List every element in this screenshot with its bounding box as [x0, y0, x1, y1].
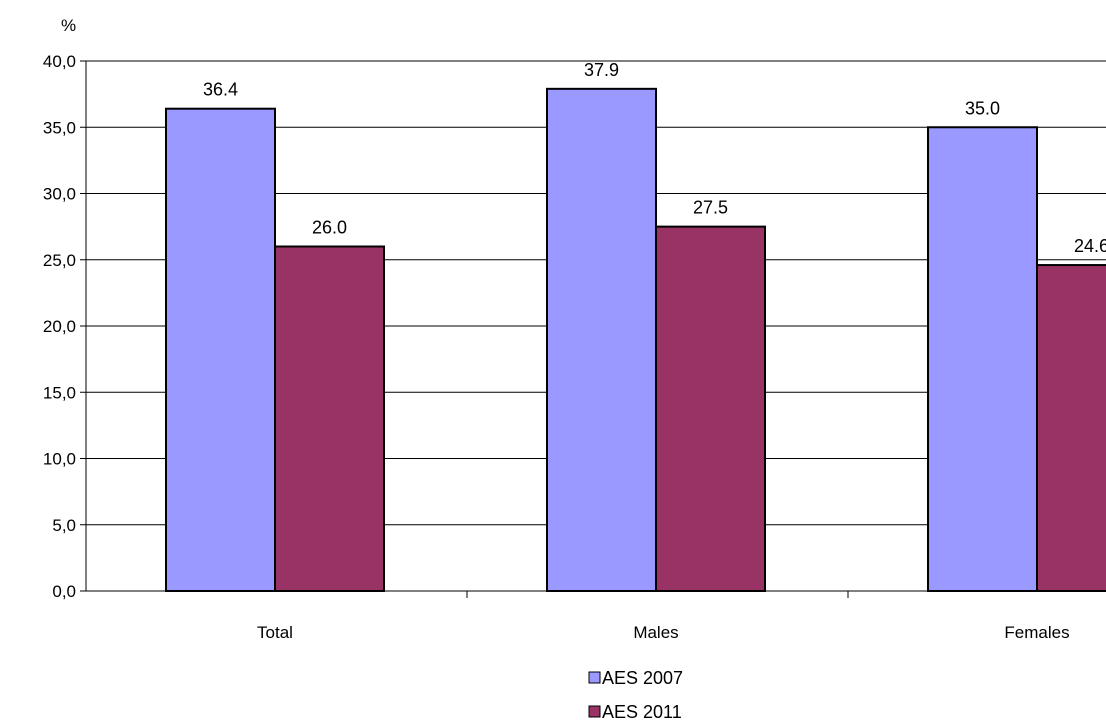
y-tick-label: 0,0 — [52, 582, 76, 601]
legend: AES 2007 AES 2011 — [588, 668, 683, 722]
legend-label: AES 2011 — [602, 702, 682, 722]
y-unit-label: % — [61, 16, 76, 35]
y-tick-label: 40,0 — [43, 52, 76, 71]
bar-aes-2007-total — [165, 107, 276, 592]
bar-aes-2007-males — [546, 87, 657, 592]
data-label: 26.0 — [312, 218, 347, 238]
data-label: 27.5 — [693, 198, 728, 218]
bar-aes-2011-females — [1036, 264, 1106, 592]
bar-aes-2011-total — [274, 245, 385, 592]
legend-swatch — [588, 705, 601, 718]
legend-swatch — [588, 671, 601, 684]
data-label: 36.4 — [203, 80, 238, 100]
y-tick-label: 25,0 — [43, 251, 76, 270]
x-category-label: Females — [1004, 623, 1069, 642]
labels: % 0,0 5,0 10,0 15,0 20,0 25,0 30,0 35,0 40,0 36.4 2… — [43, 16, 1106, 642]
axes — [80, 60, 1106, 598]
data-label: 37.9 — [584, 60, 619, 80]
y-tick-label: 35,0 — [43, 118, 76, 137]
y-tick-label: 20,0 — [43, 317, 76, 336]
bar-aes-2011-males — [655, 225, 766, 592]
x-category-label: Total — [257, 623, 293, 642]
bar-aes-2007-females — [927, 126, 1038, 592]
data-label: 35.0 — [965, 98, 1000, 118]
y-tick-label: 5,0 — [52, 516, 76, 535]
y-tick-label: 30,0 — [43, 185, 76, 204]
legend-label: AES 2007 — [602, 668, 683, 688]
y-tick-label: 10,0 — [43, 450, 76, 469]
data-label: 24.6 — [1074, 236, 1106, 256]
y-tick-label: 15,0 — [43, 383, 76, 402]
bars — [165, 87, 1106, 592]
x-category-label: Males — [633, 623, 678, 642]
